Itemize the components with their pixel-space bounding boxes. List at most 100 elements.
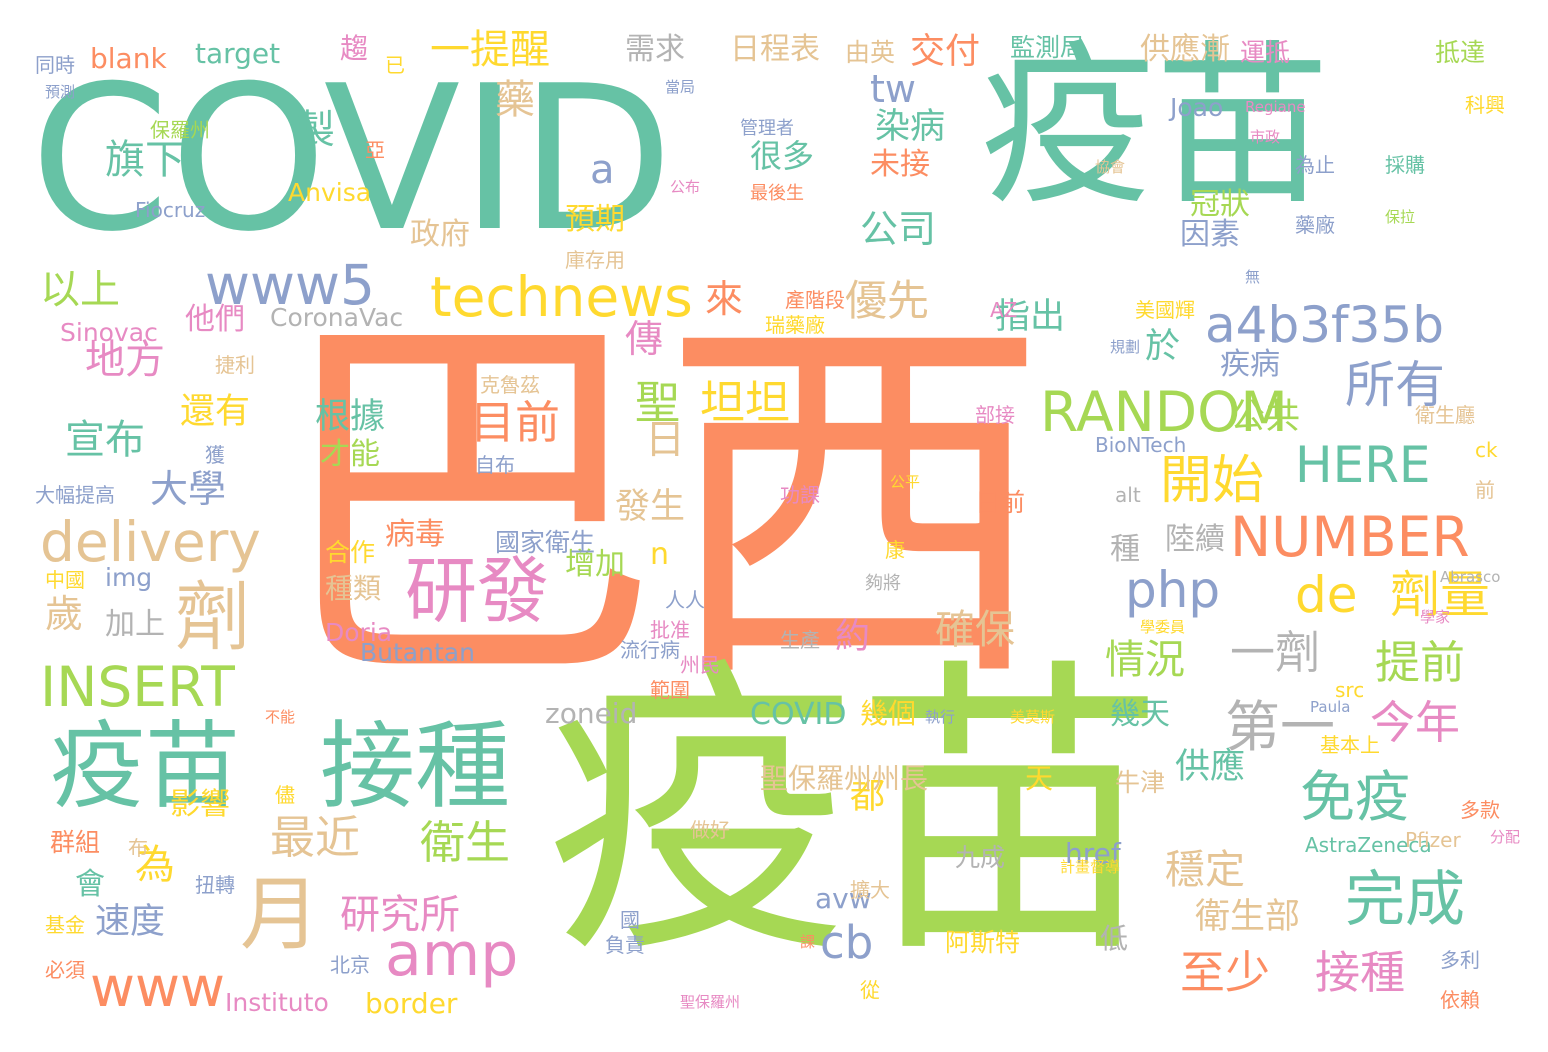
word-144: 學委員 bbox=[1140, 618, 1186, 636]
word-83: 疾病 bbox=[1220, 347, 1280, 382]
word-97: 九成 bbox=[955, 843, 1006, 872]
word-167: 已 bbox=[385, 53, 405, 77]
word-135: BioNTech bbox=[1095, 433, 1187, 457]
word-196: 人人 bbox=[665, 588, 705, 612]
word-169: 需求 bbox=[625, 32, 685, 67]
word-38: 確保 bbox=[935, 607, 1015, 653]
word-172: 監測局 bbox=[1010, 33, 1086, 62]
word-191: 課 bbox=[800, 933, 816, 951]
word-22: 開始 bbox=[1160, 451, 1265, 511]
word-75: 會 bbox=[75, 867, 105, 902]
word-59: 地方 bbox=[85, 337, 165, 383]
word-127: 依賴 bbox=[1440, 988, 1480, 1012]
word-52: 交付 bbox=[910, 32, 981, 72]
word-197: 批准 bbox=[650, 618, 690, 642]
word-133: 前 bbox=[1475, 478, 1495, 502]
word-134: 衛生廳 bbox=[1415, 403, 1475, 427]
word-99: avw bbox=[815, 882, 872, 915]
word-30: 接種 bbox=[1315, 946, 1406, 999]
word-107: 中國 bbox=[45, 568, 85, 592]
word-109: 國家衛生 bbox=[495, 528, 596, 557]
word-158: 規劃 bbox=[1110, 338, 1141, 356]
word-20: 劑量 bbox=[1390, 566, 1490, 624]
word-13: INSERT bbox=[40, 655, 235, 719]
word-116: 負責 bbox=[605, 933, 645, 957]
word-63: 來 bbox=[705, 277, 744, 321]
word-86: 種類 bbox=[325, 572, 382, 605]
word-44: 才能 bbox=[320, 437, 380, 472]
word-149: Sinovac bbox=[60, 318, 158, 347]
word-64: 日 bbox=[645, 417, 685, 463]
word-19: de bbox=[1295, 566, 1358, 624]
word-177: Regiane bbox=[1245, 98, 1306, 116]
word-188: 公布 bbox=[670, 178, 701, 196]
word-153: 瑞藥廠 bbox=[765, 313, 825, 337]
word-175: 抵達 bbox=[1435, 38, 1486, 67]
word-137: 功課 bbox=[780, 483, 820, 507]
word-90: 幾天 bbox=[1110, 697, 1170, 732]
word-23: 免疫 bbox=[1300, 765, 1411, 829]
word-24: 完成 bbox=[1345, 865, 1465, 935]
word-1: 疫苗 bbox=[545, 634, 1165, 995]
word-69: 公共 bbox=[1230, 397, 1301, 437]
word-73: 為 bbox=[135, 842, 175, 888]
word-25: 第一 bbox=[1225, 695, 1336, 759]
word-106: img bbox=[105, 563, 153, 592]
word-143: 學家 bbox=[1420, 608, 1451, 626]
word-43: 根據 bbox=[315, 397, 386, 437]
word-94: 聖保羅州州長 bbox=[760, 762, 929, 795]
word-173: 供應漸 bbox=[1140, 32, 1230, 67]
word-79: 預期 bbox=[565, 202, 625, 237]
word-60: 宣布 bbox=[65, 417, 145, 463]
word-87: 種 bbox=[1110, 532, 1140, 567]
word-130: src bbox=[1335, 678, 1365, 702]
word-200: 儘 bbox=[275, 783, 295, 807]
word-68: 於 bbox=[1145, 327, 1181, 367]
word-102: border bbox=[365, 987, 458, 1020]
word-146: 範圍 bbox=[650, 678, 690, 702]
word-140: 克魯茲 bbox=[480, 373, 540, 397]
word-54: 藥 bbox=[495, 77, 535, 123]
word-15: NUMBER bbox=[1230, 505, 1470, 569]
word-157: 無 bbox=[1245, 268, 1261, 286]
word-154: 美國輝 bbox=[1135, 298, 1195, 322]
word-47: 指出 bbox=[995, 297, 1066, 337]
word-192: 大幅提高 bbox=[35, 483, 115, 507]
word-3: 疫苗 bbox=[980, 26, 1330, 229]
word-7: 月 bbox=[240, 868, 320, 961]
word-113: 基金 bbox=[45, 913, 85, 937]
word-70: 供應 bbox=[1175, 747, 1246, 787]
word-199: 康 bbox=[885, 538, 905, 562]
word-101: 阿斯特 bbox=[945, 928, 1021, 957]
word-161: 保羅州 bbox=[150, 118, 210, 142]
word-32: 衛生 bbox=[420, 816, 511, 869]
word-82: 因素 bbox=[1180, 217, 1240, 252]
word-145: 流行病 bbox=[620, 638, 680, 662]
word-194: 聖保羅州 bbox=[680, 993, 741, 1011]
word-84: 病毒 bbox=[385, 517, 445, 552]
word-119: 做好 bbox=[690, 818, 730, 842]
word-67: n bbox=[650, 537, 670, 572]
word-166: 趨 bbox=[340, 32, 369, 65]
word-186: 管理者 bbox=[740, 118, 794, 139]
word-56: 旗下 bbox=[105, 137, 185, 183]
word-164: blank bbox=[90, 42, 167, 75]
word-35: cb bbox=[820, 916, 874, 969]
word-58: 以上 bbox=[40, 267, 120, 313]
word-88: 陸續 bbox=[1165, 522, 1225, 557]
word-26: 一劑 bbox=[1230, 626, 1321, 679]
word-183: 藥廠 bbox=[1295, 213, 1335, 237]
word-159: Anvisa bbox=[288, 178, 372, 207]
word-111: 布 bbox=[128, 836, 148, 860]
word-165: target bbox=[195, 37, 281, 70]
word-85: 增加 bbox=[565, 547, 625, 582]
word-62: 歲 bbox=[45, 592, 84, 636]
word-66: 發生 bbox=[615, 487, 686, 527]
word-18: php bbox=[1125, 561, 1221, 619]
word-190: 國 bbox=[620, 908, 640, 932]
word-93: 幾個 bbox=[860, 697, 917, 730]
word-31: 最近 bbox=[270, 811, 361, 864]
word-163: 預測 bbox=[45, 83, 76, 101]
word-129: Paula bbox=[1310, 698, 1351, 716]
word-147: 執行 bbox=[925, 708, 956, 726]
